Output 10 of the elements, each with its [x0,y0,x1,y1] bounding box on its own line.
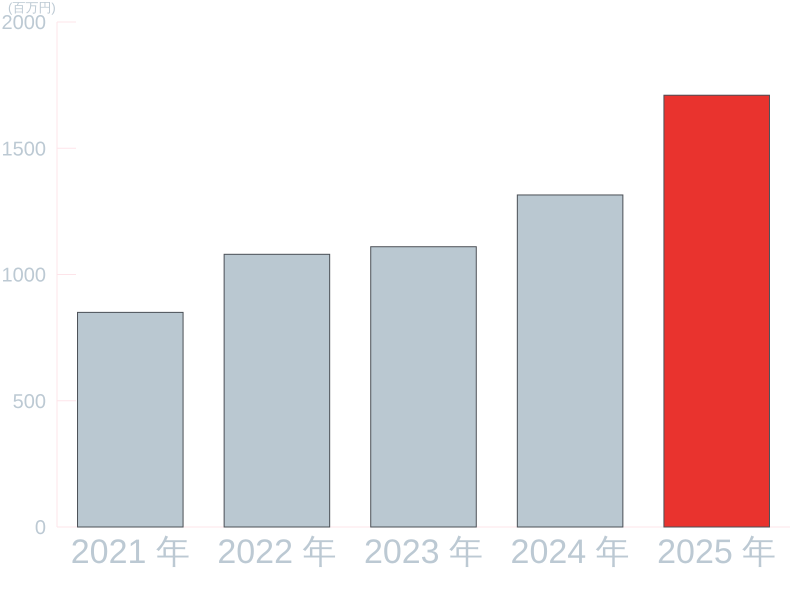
y-tick-label: 1000 [2,264,46,286]
y-tick-label: 0 [34,517,46,539]
x-tick-label: 2023 年 [364,533,484,571]
x-tick-label: 2025 年 [657,533,776,571]
x-tick-label: 2024 年 [510,533,630,571]
y-tick-label: 1500 [2,138,46,160]
y-axis-title: (百万円) [8,0,56,15]
y-tick-label: 500 [12,390,46,413]
x-tick-label: 2021 年 [70,533,190,571]
x-tick-label: 2022 年 [217,533,336,571]
